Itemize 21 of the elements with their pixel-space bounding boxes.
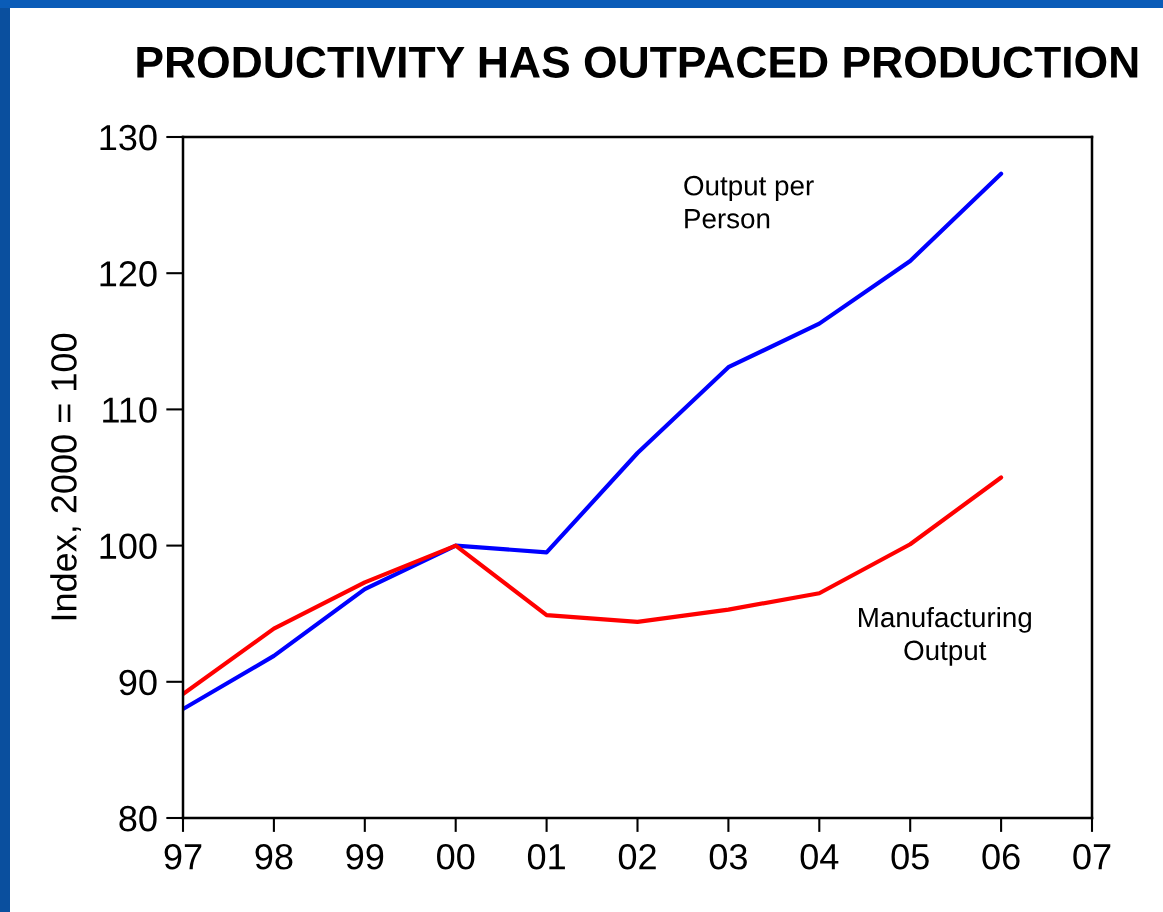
y-tick-label: 80 [119,805,157,832]
y-tick-label: 130 [100,124,157,151]
x-tick-label: 06 [982,843,1020,870]
x-tick-label: 04 [800,843,839,870]
x-tick-label: 07 [1073,843,1111,870]
chart-title: PRODUCTIVITY HAS OUTPACED PRODUCTION [137,46,1138,78]
y-tick-label: 120 [100,261,157,287]
text: Output per Person [684,175,814,229]
y-axis-title: Index, 2000 = 100 [50,333,81,620]
x-tick-label: 00 [437,843,475,870]
x-tick-label: 99 [346,843,384,870]
x-tick-label: 98 [255,843,293,870]
y-tick-label: 100 [100,533,157,560]
x-tick-label: 01 [527,843,565,870]
series-label: Manufacturing Output [859,606,1031,666]
x-tick-label: 02 [618,843,656,870]
x-tick-label: 97 [164,843,202,870]
x-tick-label: 03 [709,843,747,870]
y-tick-label: 90 [119,669,157,696]
y-tick-label: 110 [103,397,157,423]
x-tick-label: 05 [891,843,929,870]
